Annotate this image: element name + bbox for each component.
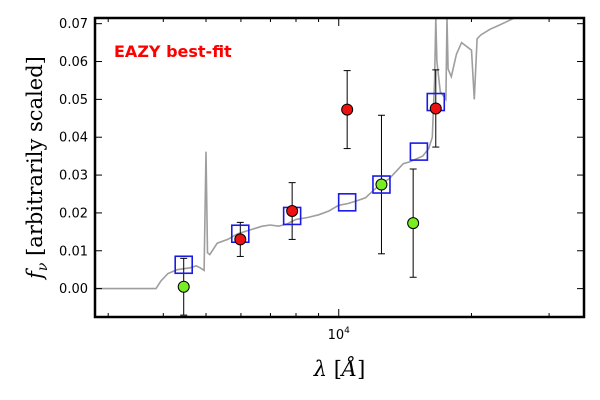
low-sn-flux-point bbox=[375, 178, 388, 191]
low-sn-flux-point bbox=[177, 280, 190, 293]
model-flux-marker bbox=[409, 142, 429, 161]
model-flux-marker bbox=[372, 175, 391, 194]
observed-flux-point bbox=[286, 205, 299, 218]
plot-frame bbox=[93, 16, 586, 319]
observed-flux-layer bbox=[177, 102, 442, 293]
model-flux-marker bbox=[337, 193, 357, 212]
y-tick-label: 0.03 bbox=[59, 169, 88, 184]
axis-ticks: 0.00 0.01 0.02 0.03 0.04 0.05 0.06 0.07 104 bbox=[59, 17, 584, 343]
y-tick-label: 0.04 bbox=[59, 131, 88, 146]
sed-best-fit-line bbox=[95, 18, 515, 290]
y-tick-label: 0.07 bbox=[59, 17, 88, 32]
y-tick-label: 0.01 bbox=[59, 244, 88, 259]
observed-flux-point bbox=[234, 233, 247, 246]
y-axis-label: fν [arbitrarily scaled] bbox=[23, 56, 51, 281]
model-flux-marker bbox=[174, 255, 194, 275]
observed-flux-point bbox=[429, 102, 442, 115]
y-tick-label: 0.00 bbox=[59, 282, 88, 297]
sed-curve-layer bbox=[95, 18, 515, 290]
y-tick-label: 0.06 bbox=[59, 55, 88, 70]
x-axis-label: λ [Å] bbox=[313, 356, 366, 381]
observed-flux-point bbox=[341, 103, 354, 116]
errorbar-layer bbox=[180, 69, 440, 316]
y-tick-label: 0.05 bbox=[59, 93, 88, 108]
x-tick-label: 104 bbox=[328, 326, 351, 343]
y-tick-label: 0.02 bbox=[59, 206, 88, 221]
low-sn-flux-point bbox=[407, 217, 420, 230]
chart-annotation: EAZY best-fit bbox=[114, 42, 232, 61]
